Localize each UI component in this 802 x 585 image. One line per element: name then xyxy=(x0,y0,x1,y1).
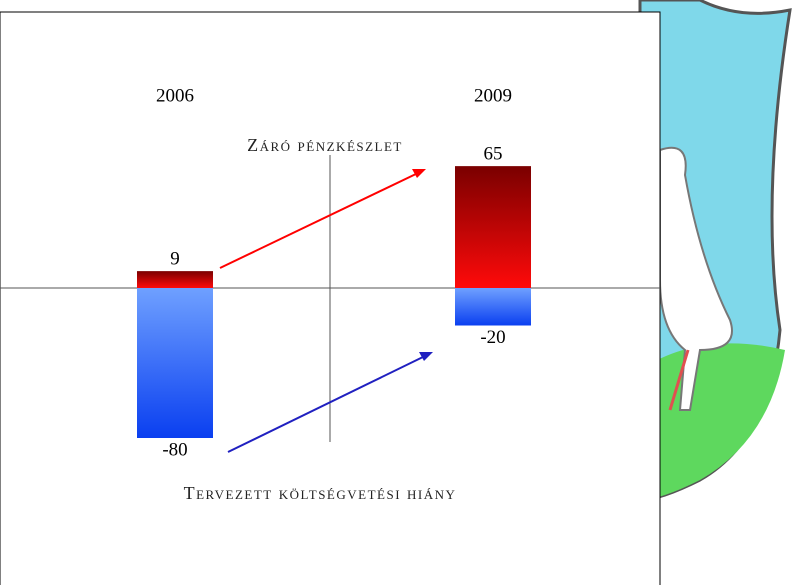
value-label: -80 xyxy=(162,439,187,460)
bar xyxy=(455,166,531,288)
coat-of-arms xyxy=(640,0,790,500)
category-label: 2006 xyxy=(156,85,194,106)
series-label: Záró pénzkészlet xyxy=(247,135,403,155)
bar xyxy=(137,271,213,288)
category-label: 2009 xyxy=(474,85,512,106)
value-label: 65 xyxy=(484,143,503,164)
slide: Záró pénzkészlet Tervezett költségvetési… xyxy=(0,0,802,585)
value-label: 9 xyxy=(170,248,180,269)
bar xyxy=(137,288,213,438)
value-label: -20 xyxy=(480,327,505,348)
series-label: Tervezett költségvetési hiány xyxy=(184,483,457,503)
bar xyxy=(455,288,531,326)
